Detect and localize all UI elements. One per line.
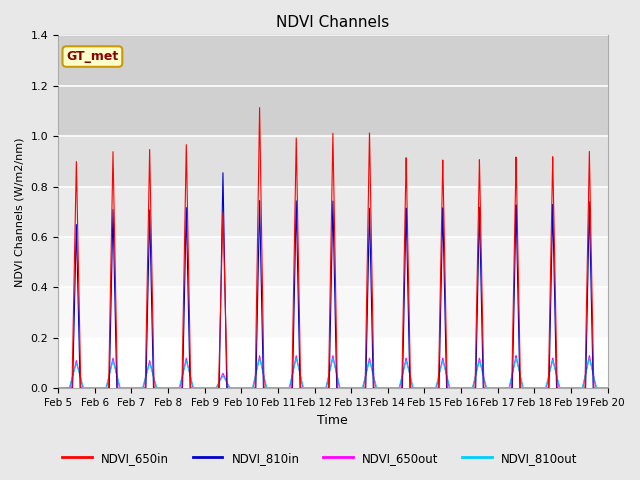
NDVI_810out — [260, 373, 268, 379]
NDVI_810out — [604, 385, 612, 391]
Bar — [58, 36, 608, 136]
NDVI_810in — [260, 385, 268, 391]
NDVI_650in — [256, 105, 264, 110]
NDVI_650in — [602, 385, 610, 391]
NDVI_810out — [409, 383, 417, 388]
NDVI_650in — [166, 385, 173, 391]
Y-axis label: NDVI Channels (W/m2/nm): NDVI Channels (W/m2/nm) — [15, 137, 25, 287]
NDVI_810out — [54, 385, 62, 391]
NDVI_650in — [54, 385, 62, 391]
Line: NDVI_650out: NDVI_650out — [58, 356, 608, 388]
Bar — [58, 288, 608, 338]
NDVI_650out — [487, 385, 495, 391]
NDVI_810out — [166, 385, 173, 391]
NDVI_810out — [586, 355, 593, 361]
NDVI_650out — [54, 385, 62, 391]
NDVI_650out — [166, 385, 173, 391]
NDVI_810in — [219, 170, 227, 176]
NDVI_650in — [409, 385, 417, 391]
Legend: NDVI_650in, NDVI_810in, NDVI_650out, NDVI_810out: NDVI_650in, NDVI_810in, NDVI_650out, NDV… — [58, 447, 582, 469]
NDVI_810in — [166, 385, 173, 391]
NDVI_650out — [409, 385, 417, 391]
X-axis label: Time: Time — [317, 414, 348, 427]
NDVI_650out — [604, 385, 612, 391]
Line: NDVI_810in: NDVI_810in — [58, 173, 608, 388]
Text: GT_met: GT_met — [67, 50, 118, 63]
NDVI_810in — [54, 385, 62, 391]
NDVI_650in — [172, 385, 179, 391]
Bar — [58, 338, 608, 388]
NDVI_650in — [260, 378, 268, 384]
NDVI_810in — [487, 385, 495, 391]
NDVI_810out — [172, 385, 179, 391]
NDVI_650out — [260, 373, 268, 379]
Line: NDVI_650in: NDVI_650in — [58, 108, 608, 388]
NDVI_810in — [172, 385, 179, 391]
NDVI_810out — [602, 385, 610, 391]
Bar — [58, 187, 608, 237]
NDVI_810out — [487, 385, 495, 391]
NDVI_810in — [604, 385, 612, 391]
NDVI_810in — [602, 385, 610, 391]
NDVI_650in — [604, 385, 612, 391]
NDVI_650in — [487, 385, 495, 391]
NDVI_810in — [409, 385, 417, 391]
Bar — [58, 136, 608, 187]
Title: NDVI Channels: NDVI Channels — [276, 15, 390, 30]
NDVI_650out — [586, 353, 593, 359]
Bar — [58, 237, 608, 288]
Line: NDVI_810out: NDVI_810out — [58, 358, 608, 388]
NDVI_650out — [602, 385, 610, 391]
NDVI_650out — [172, 385, 179, 391]
